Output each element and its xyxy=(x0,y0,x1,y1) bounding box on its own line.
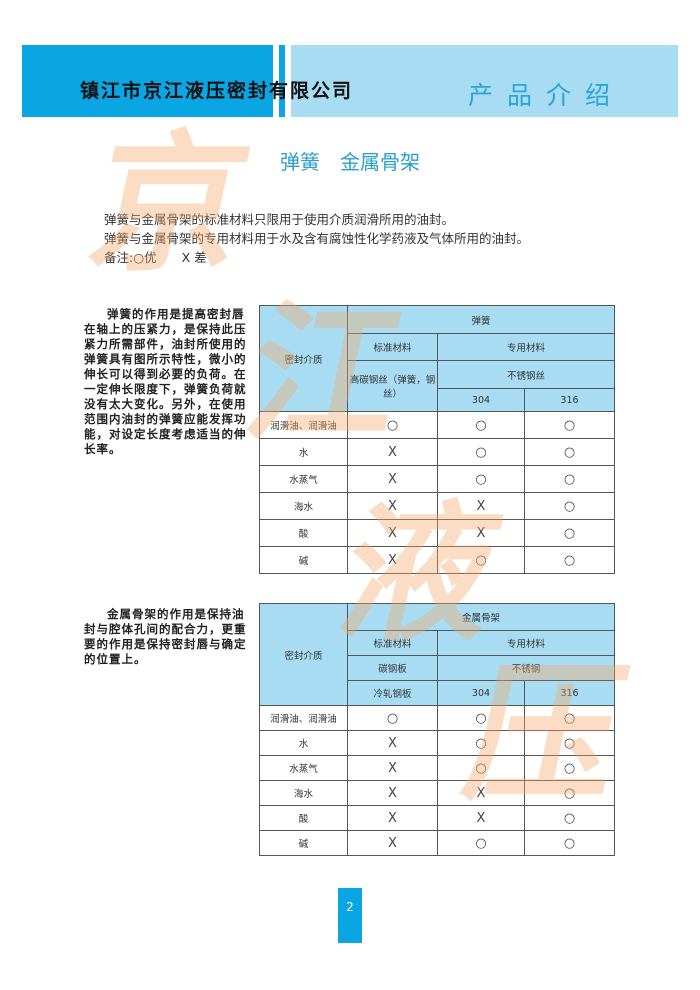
grade-316: 316 xyxy=(523,680,616,706)
rating-cell: ○ xyxy=(437,411,525,439)
standard-header: 标准材料 xyxy=(347,333,438,361)
standard-material: 高碳钢丝（弹簧，钢丝） xyxy=(347,360,438,412)
medium-cell: 海水 xyxy=(259,780,348,806)
page-number: 2 xyxy=(338,888,362,943)
special-material: 不锈钢 xyxy=(436,655,616,681)
table-row: 酸 X X ○ xyxy=(259,519,615,547)
section-title: 弹簧 金属骨架 xyxy=(280,150,420,174)
rating-cell: ○ xyxy=(347,411,438,439)
special-header: 专用材料 xyxy=(436,630,616,656)
medium-cell: 润滑油、润滑油 xyxy=(259,705,348,731)
rating-cell: ○ xyxy=(437,705,525,731)
rating-cell: X xyxy=(347,805,438,831)
rating-cell: ○ xyxy=(437,830,525,856)
grade-304: 304 xyxy=(437,388,525,412)
standard-material: 碳钢板 xyxy=(347,655,438,681)
rating-cell: ○ xyxy=(524,492,615,520)
intro-line: 弹簧与金属骨架的标准材料只限用于使用介质润滑所用的油封。 xyxy=(104,212,455,227)
rating-cell: ○ xyxy=(523,780,616,806)
rating-cell: ○ xyxy=(437,438,525,466)
frame-material-table: 密封介质 金属骨架 标准材料 专用材料 碳钢板 不锈钢 冷轧钢板 304 316 润滑油、… xyxy=(259,603,616,856)
table-row: 碱 X ○ ○ xyxy=(259,546,615,574)
rating-cell: ○ xyxy=(437,730,525,756)
table-row: 碱 X ○ ○ xyxy=(259,830,616,856)
rating-cell: ○ xyxy=(524,465,615,493)
group-header: 金属骨架 xyxy=(346,603,616,631)
rating-cell: X xyxy=(437,519,525,547)
medium-cell: 水 xyxy=(259,438,348,466)
rating-cell: X xyxy=(347,438,438,466)
rating-cell: X xyxy=(437,805,525,831)
table-row: 海水 X X ○ xyxy=(259,780,616,806)
rating-cell: ○ xyxy=(524,411,615,439)
spring-description: 弹簧的作用是提高密封唇在轴上的压紧力，是保持此压紧力所需部件，油封所使用的弹簧具… xyxy=(84,307,247,456)
table-row: 海水 X X ○ xyxy=(259,492,615,520)
rating-cell: X xyxy=(347,780,438,806)
rating-cell: X xyxy=(347,465,438,493)
medium-cell: 水 xyxy=(259,730,348,756)
rating-cell: ○ xyxy=(523,705,616,731)
standard-material-2: 冷轧钢板 xyxy=(347,680,438,706)
special-header: 专用材料 xyxy=(437,333,615,361)
frame-description: 金属骨架的作用是保持油封与腔体孔间的配合力，更重要的作用是保持密封唇与确定的位置… xyxy=(84,607,247,666)
rating-cell: ○ xyxy=(523,730,616,756)
medium-cell: 碱 xyxy=(259,830,348,856)
table-row: 水蒸气 X ○ ○ xyxy=(259,755,616,781)
medium-cell: 水蒸气 xyxy=(259,465,348,493)
rating-cell: X xyxy=(437,780,525,806)
rating-cell: X xyxy=(347,492,438,520)
rating-cell: ○ xyxy=(524,519,615,547)
company-name: 镇江市京江液压密封有限公司 xyxy=(80,80,354,102)
rating-cell: ○ xyxy=(347,705,438,731)
header-title: 产品介绍 xyxy=(468,81,625,110)
medium-cell: 海水 xyxy=(259,492,348,520)
rating-cell: X xyxy=(347,730,438,756)
rating-cell: ○ xyxy=(523,755,616,781)
header-bar-strip xyxy=(279,45,285,117)
medium-header: 密封介质 xyxy=(259,603,348,706)
group-header: 弹簧 xyxy=(347,305,615,334)
rating-cell: ○ xyxy=(437,465,525,493)
table-row: 水蒸气 X ○ ○ xyxy=(259,465,615,493)
rating-cell: ○ xyxy=(437,546,525,574)
medium-cell: 酸 xyxy=(259,519,348,547)
rating-cell: X xyxy=(347,546,438,574)
rating-cell: X xyxy=(347,519,438,547)
intro-line: 弹簧与金属骨架的专用材料用于水及含有腐蚀性化学药液及气体所用的油封。 xyxy=(104,231,530,246)
grade-304: 304 xyxy=(437,680,525,706)
standard-header: 标准材料 xyxy=(347,630,438,656)
table-row: 水 X ○ ○ xyxy=(259,730,616,756)
rating-cell: ○ xyxy=(524,546,615,574)
table-row: 水 X ○ ○ xyxy=(259,438,615,466)
rating-cell: X xyxy=(347,755,438,781)
rating-cell: X xyxy=(347,830,438,856)
rating-cell: ○ xyxy=(437,755,525,781)
medium-cell: 碱 xyxy=(259,546,348,574)
table-row: 酸 X X ○ xyxy=(259,805,616,831)
header-bar-light xyxy=(291,45,678,117)
spring-material-table: 密封介质 弹簧 标准材料 专用材料 高碳钢丝（弹簧，钢丝） 不锈钢丝 304 316 润… xyxy=(259,305,615,574)
grade-316: 316 xyxy=(524,388,615,412)
medium-cell: 润滑油、润滑油 xyxy=(259,411,348,439)
rating-cell: X xyxy=(437,492,525,520)
medium-cell: 酸 xyxy=(259,805,348,831)
medium-cell: 水蒸气 xyxy=(259,755,348,781)
table-row: 润滑油、润滑油 ○ ○ ○ xyxy=(259,705,616,731)
table-row: 润滑油、润滑油 ○ ○ ○ xyxy=(259,411,615,439)
special-material: 不锈钢丝 xyxy=(437,360,615,389)
intro-text: 弹簧与金属骨架的标准材料只限用于使用介质润滑所用的油封。 弹簧与金属骨架的专用材… xyxy=(104,210,529,267)
rating-cell: ○ xyxy=(523,805,616,831)
header-bar-dark xyxy=(22,45,273,117)
legend-note: 备注:○优 X 差 xyxy=(104,250,207,265)
rating-cell: ○ xyxy=(523,830,616,856)
medium-header: 密封介质 xyxy=(259,305,348,412)
rating-cell: ○ xyxy=(524,438,615,466)
